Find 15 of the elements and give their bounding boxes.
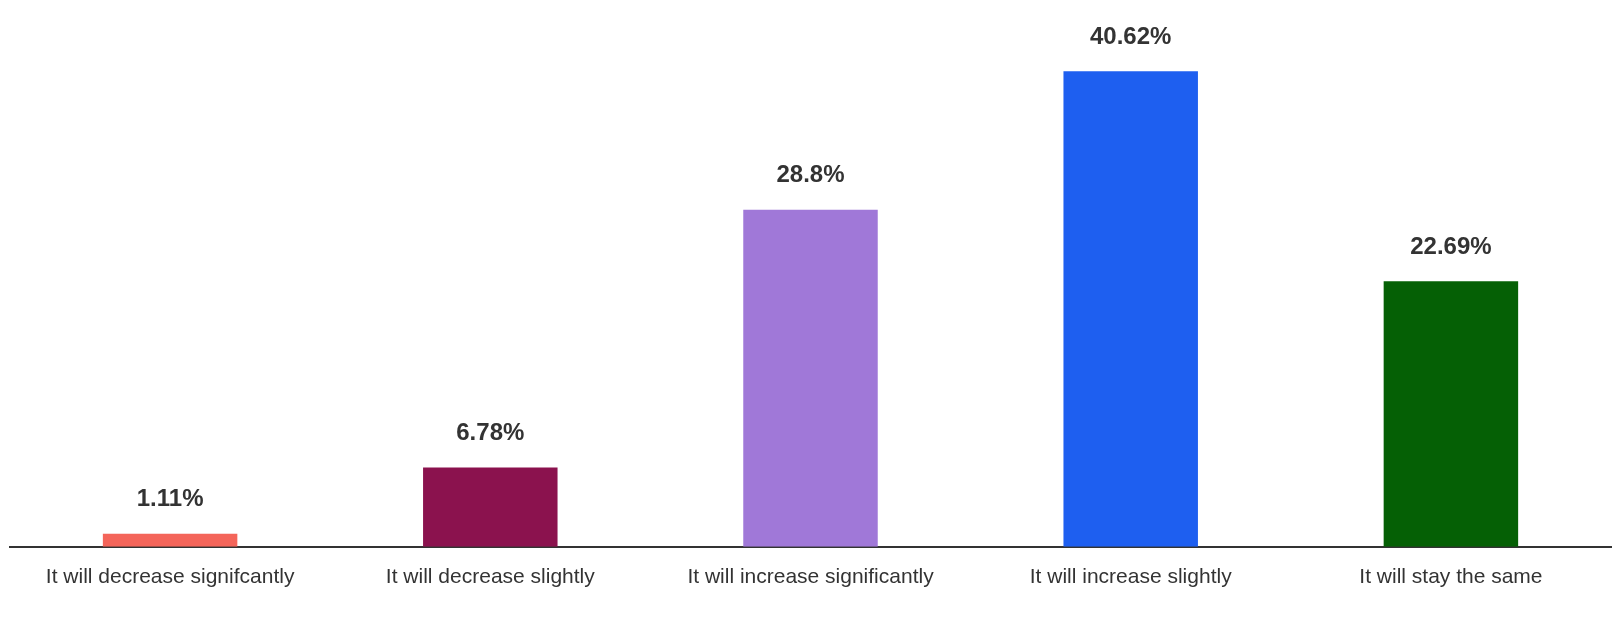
data-label: 28.8% xyxy=(776,160,845,188)
x-tick-label: It will increase slightly xyxy=(1029,564,1233,588)
bar xyxy=(1383,281,1519,547)
x-tick-label: It will increase significantly xyxy=(687,564,935,588)
bar xyxy=(102,533,238,547)
data-label: 1.11% xyxy=(136,484,204,512)
bar xyxy=(423,467,558,547)
bar xyxy=(743,209,878,547)
data-label: 22.69% xyxy=(1410,231,1492,259)
x-tick-label: It will decrease slightly xyxy=(385,564,596,588)
bar xyxy=(1063,71,1198,547)
x-tick-label: It will stay the same xyxy=(1359,564,1543,588)
data-label: 6.78% xyxy=(456,418,525,446)
data-label: 40.62% xyxy=(1090,21,1172,49)
x-tick-label: It will decrease signifcantly xyxy=(45,564,295,588)
